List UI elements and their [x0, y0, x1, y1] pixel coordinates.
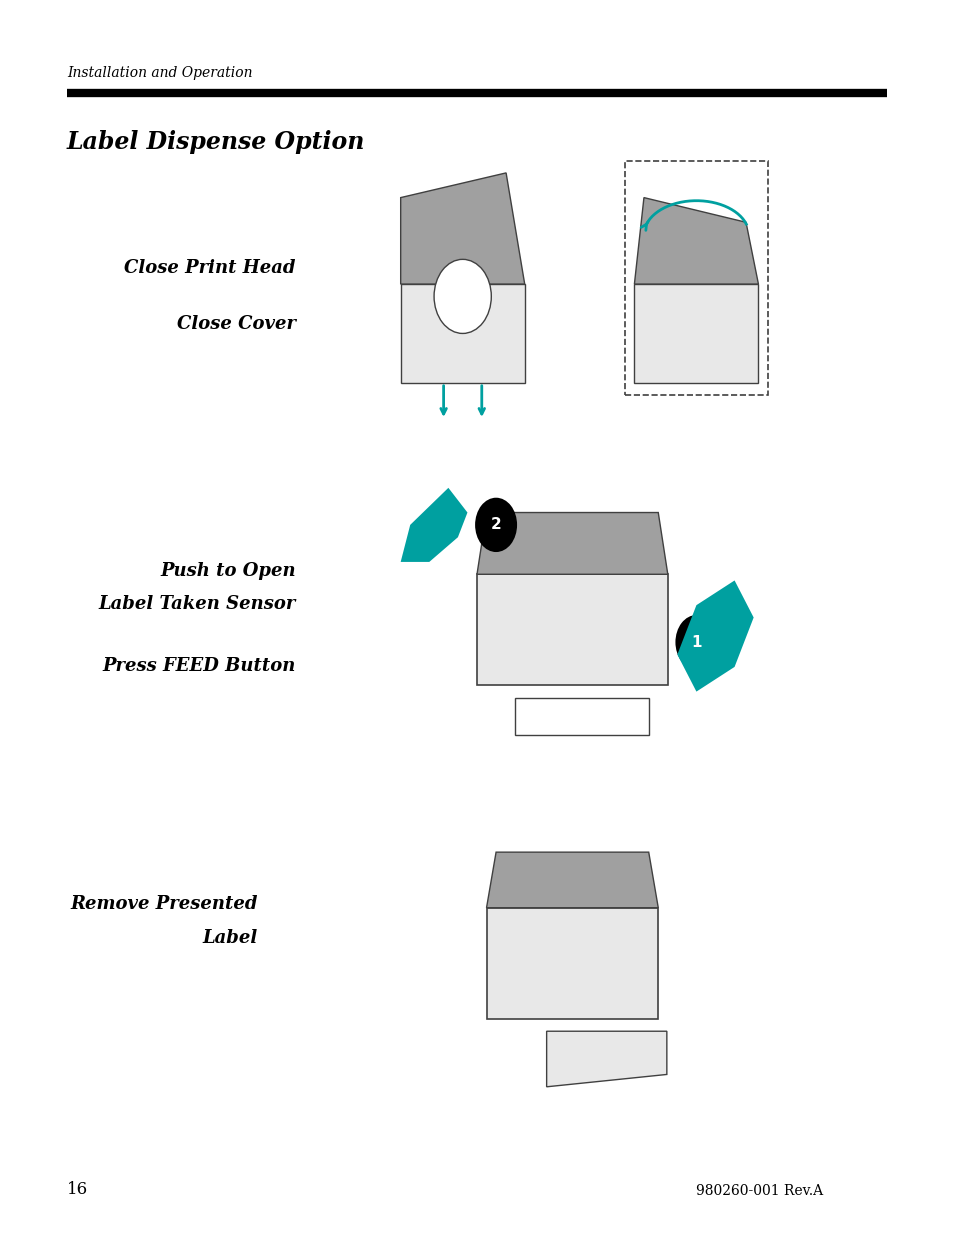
Text: Close Print Head: Close Print Head — [124, 259, 295, 278]
FancyBboxPatch shape — [634, 284, 758, 383]
Polygon shape — [634, 198, 758, 284]
FancyBboxPatch shape — [486, 908, 658, 1019]
Polygon shape — [515, 698, 648, 735]
Polygon shape — [400, 173, 524, 284]
Polygon shape — [486, 852, 658, 908]
Polygon shape — [677, 580, 753, 692]
Text: 980260-001 Rev.A: 980260-001 Rev.A — [696, 1184, 822, 1198]
Polygon shape — [476, 513, 667, 574]
Text: Press FEED Button: Press FEED Button — [102, 657, 295, 676]
Text: 16: 16 — [67, 1181, 88, 1198]
Circle shape — [475, 498, 517, 552]
Polygon shape — [400, 488, 467, 562]
Text: 2: 2 — [490, 517, 501, 532]
Text: Push to Open: Push to Open — [160, 562, 295, 580]
Text: Installation and Operation: Installation and Operation — [67, 67, 252, 80]
FancyBboxPatch shape — [400, 284, 524, 383]
Text: Close Cover: Close Cover — [176, 315, 295, 333]
Text: Label Dispense Option: Label Dispense Option — [67, 130, 365, 153]
Circle shape — [675, 615, 717, 669]
Text: 1: 1 — [690, 635, 701, 650]
Text: Remove Presented: Remove Presented — [70, 895, 257, 914]
FancyBboxPatch shape — [476, 574, 667, 685]
Polygon shape — [546, 1031, 666, 1087]
Text: Label: Label — [202, 929, 257, 947]
Text: Label Taken Sensor: Label Taken Sensor — [98, 595, 295, 614]
Circle shape — [434, 259, 491, 333]
